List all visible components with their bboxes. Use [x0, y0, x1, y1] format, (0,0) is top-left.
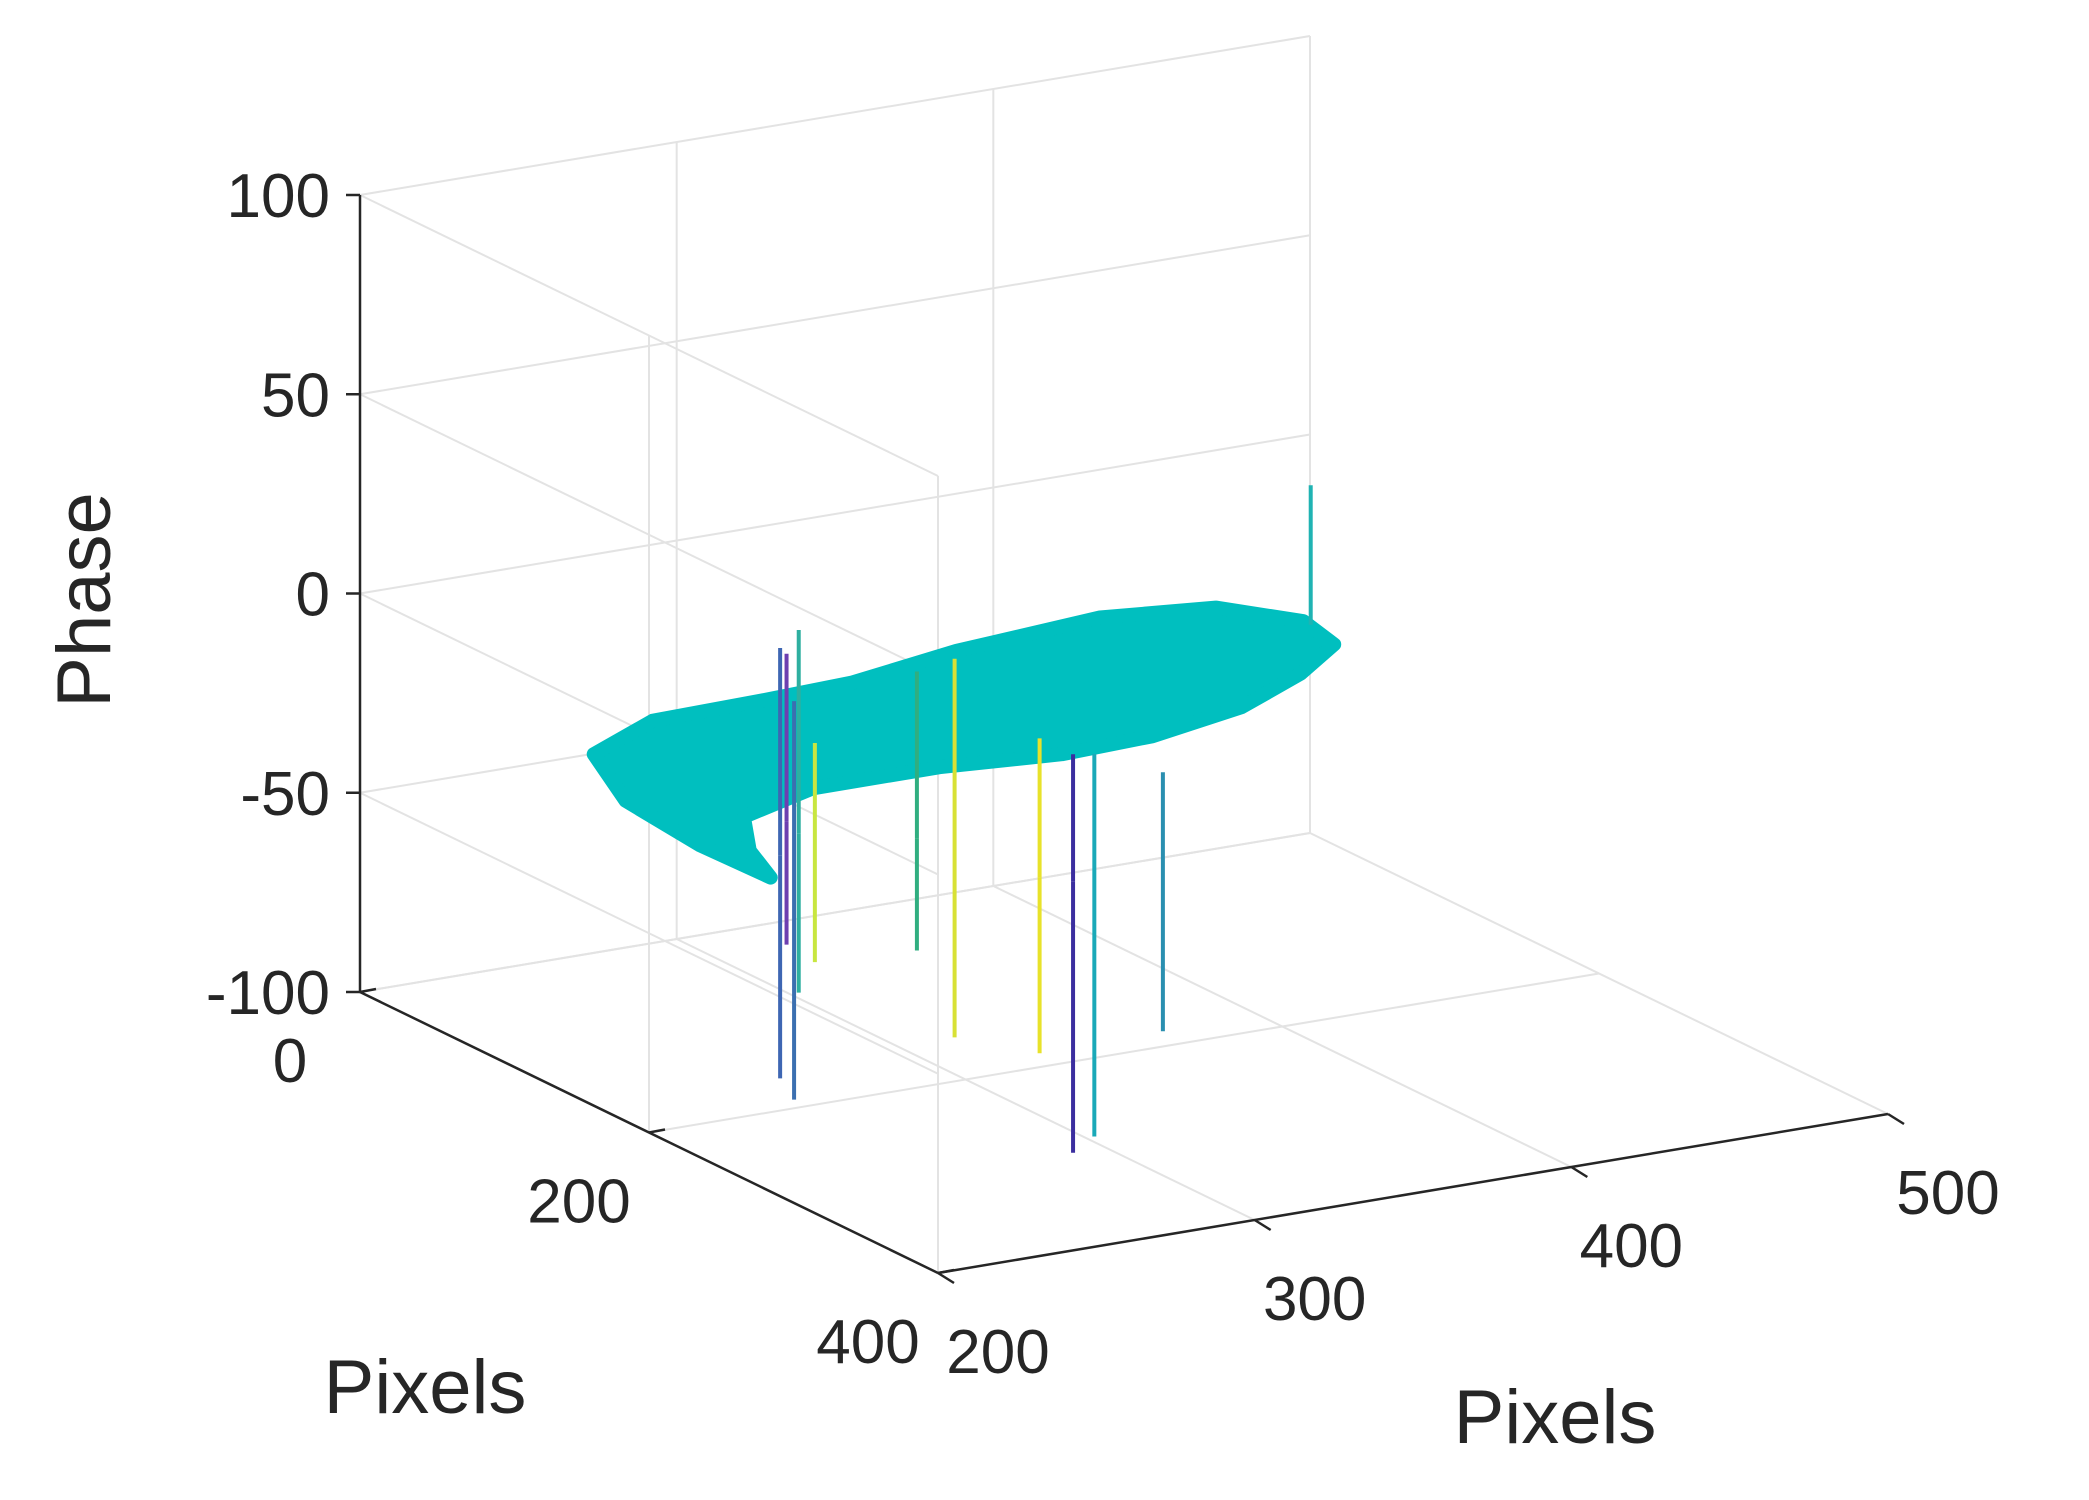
y-tick — [648, 1128, 666, 1134]
x-tick — [937, 1271, 955, 1285]
grid-line-back-z — [359, 433, 1311, 595]
grid-line-left-z — [359, 194, 939, 477]
x-axis-line — [937, 1112, 1889, 1275]
z-tick-label: 50 — [261, 361, 330, 430]
axes-box — [346, 193, 1905, 1285]
grid-line-back-z — [359, 35, 1311, 196]
y-axis-label: Pixels — [324, 1345, 527, 1430]
x-tick-label: 400 — [1580, 1212, 1683, 1281]
x-tick — [1570, 1165, 1588, 1179]
tick-labels: -100 -50 0 50 100 0 200 400 200 300 400 500 — [206, 162, 2000, 1387]
spike-lines-above — [778, 485, 1313, 883]
x-tick-label: 500 — [1896, 1159, 1999, 1228]
grid-line-floor-y — [648, 972, 1600, 1134]
grid-line-floor-y — [359, 832, 1311, 993]
z-tick-label: -100 — [206, 959, 330, 1028]
spike-lines-below — [778, 772, 1165, 1153]
x-tick — [1254, 1218, 1272, 1232]
grid-line-left-z — [359, 791, 939, 1075]
grid-line-left-z — [359, 393, 939, 677]
z-tick-label: 0 — [296, 561, 330, 630]
x-axis-label: Pixels — [1454, 1375, 1657, 1460]
grid-line-back-z — [359, 234, 1311, 396]
surface-body — [586, 600, 1342, 885]
x-tick-label: 200 — [946, 1318, 1049, 1387]
z-tick-label: 100 — [227, 162, 330, 231]
z-tick-label: -50 — [240, 760, 330, 829]
y-tick — [359, 987, 377, 994]
y-tick-label: 400 — [816, 1308, 919, 1377]
y-tick-label: 200 — [527, 1168, 630, 1237]
y-tick — [937, 1268, 955, 1275]
x-tick — [1887, 1112, 1905, 1126]
z-axis-label: Phase — [42, 492, 127, 708]
x-tick-label: 300 — [1263, 1265, 1366, 1334]
phase-surface — [586, 600, 1342, 885]
y-tick-label: 0 — [273, 1027, 307, 1096]
